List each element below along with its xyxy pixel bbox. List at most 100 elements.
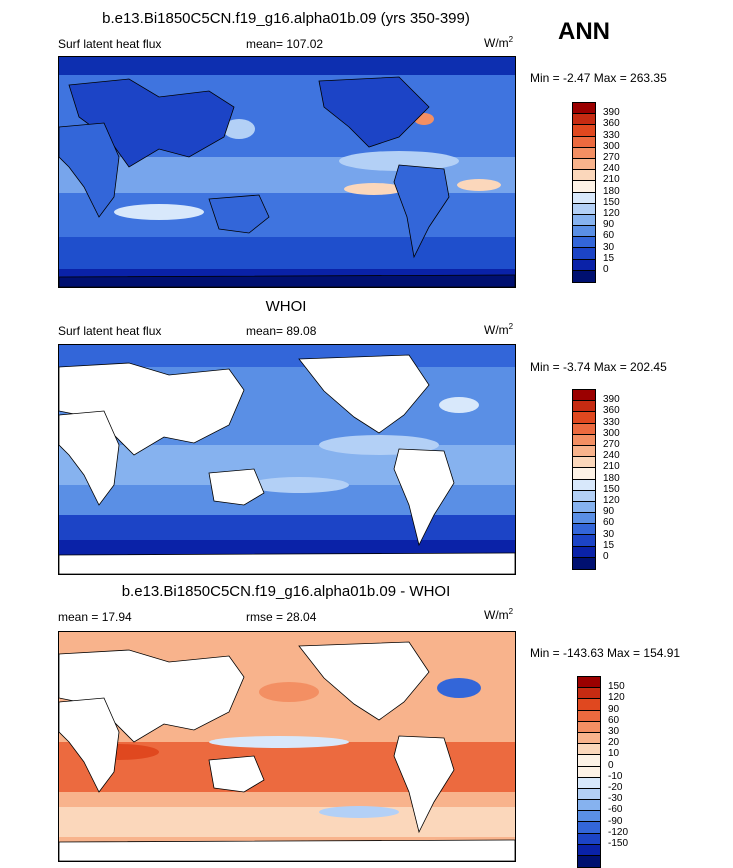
colorbar-box [573,524,595,536]
units-base: W/m [484,36,509,50]
colorbar-box [573,237,595,249]
colorbar-tick-label: 15 [603,252,615,264]
units-exponent: 2 [508,322,514,331]
colorbar-tick-label: 330 [603,416,620,428]
colorbar-tick-label: 0 [603,551,609,562]
colorbar-tick-label: 90 [608,703,620,715]
colorbar-box [573,479,595,491]
south-america-land [393,164,450,259]
australia-land [208,194,270,234]
colorbar-box [573,423,595,435]
colorbar-box [573,468,595,480]
colorbar-tick-label: 180 [603,472,620,484]
panel-2-map-svg [59,345,515,574]
panel-3-map [58,631,516,862]
colorbar-tick-label: 90 [603,219,615,231]
kuroshio-high [223,119,255,139]
colorbar-tick-label: 270 [603,152,620,163]
colorbar-box [573,390,595,402]
colorbar-tick-label: 240 [603,163,620,175]
south-pacific-high [249,477,349,493]
colorbar-box [573,513,595,525]
panel-1-variable-label: Surf latent heat flux [58,37,162,51]
panel-2-minmax: Min = -3.74 Max = 202.45 [530,360,667,374]
colorbar-tick-label: 300 [603,140,620,152]
colorbar-box [573,412,595,424]
panel-3-rmse-label: rmse = 28.04 [246,610,317,624]
colorbar-box [578,721,600,733]
colorbar-box [578,777,600,789]
north-america-land [318,76,430,148]
units-exponent: 2 [508,607,514,616]
north-pacific-positive [259,682,319,702]
colorbar-tick-label: 210 [603,174,620,186]
season-label: ANN [558,18,610,45]
colorbar-box [578,755,600,767]
colorbar-tick-label: 180 [603,185,620,197]
colorbar-box [578,699,600,711]
colorbar-tick-label: 10 [608,748,620,760]
panel-2-variable-label: Surf latent heat flux [58,324,162,338]
africa-land [59,410,120,506]
colorbar-box [573,535,595,547]
colorbar-tick-label: 240 [603,450,620,462]
gulf-stream-negative [437,678,481,698]
panel-3-units: W/m2 [484,607,513,622]
colorbar-tick-label: -60 [608,804,623,816]
panel-2-mean-label: mean= 89.08 [246,324,317,338]
panel-1-units: W/m2 [484,35,513,50]
colorbar-tick-label: 60 [603,517,615,529]
colorbar-tick-label: 60 [603,230,615,242]
colorbar-box [578,710,600,722]
colorbar-box [573,103,595,115]
colorbar-tick-label: -10 [608,770,623,782]
panel-1-colorbar [572,102,596,283]
colorbar-box [573,270,595,282]
units-exponent: 2 [508,35,514,44]
colorbar-box [578,822,600,834]
colorbar-box [578,744,600,756]
south-america-land [393,735,455,834]
colorbar-box [573,170,595,182]
colorbar-tick-label: 390 [603,394,620,406]
panel-1-mean-label: mean= 107.02 [246,37,324,51]
colorbar-tick-label: 300 [603,427,620,439]
colorbar-box [573,259,595,271]
colorbar-box [573,147,595,159]
panel-2-title: WHOI [265,298,307,315]
australia-land [208,468,265,506]
panel-2-units: W/m2 [484,322,513,337]
north-america-land [298,354,430,434]
colorbar-box [578,844,600,856]
colorbar-box [573,181,595,193]
colorbar-tick-label: -90 [608,815,623,827]
colorbar-box [578,788,600,801]
antarctica-land [59,274,515,287]
colorbar-tick-label: -150 [608,838,629,849]
panel-3-title: b.e13.Bi1850C5CN.f19_g16.alpha01b.09 - W… [121,583,451,600]
colorbar-box [578,800,600,812]
colorbar-box [573,136,595,148]
indian-ocean-high [114,204,204,220]
colorbar-tick-label: 90 [603,506,615,518]
colorbar-tick-label: 150 [603,196,620,208]
colorbar-box [573,158,595,171]
south-america-land [393,448,455,547]
panel-1-map-svg [59,57,515,287]
panel-3-colorbar [577,676,601,868]
colorbar-box [578,766,600,778]
colorbar-box [573,445,595,458]
antarctica-land [59,839,515,861]
colorbar-tick-label: 150 [603,483,620,495]
colorbar-tick-label: -20 [608,782,623,793]
colorbar-tick-label: 390 [603,107,620,119]
colorbar-box [573,226,595,238]
colorbar-box [573,114,595,126]
colorbar-box [573,125,595,137]
colorbar-tick-label: 30 [603,241,615,253]
southern-band [59,807,515,837]
panel-1-map [58,56,516,288]
deep-south-band [59,540,515,555]
colorbar-tick-label: 360 [603,118,620,130]
north-america-land [298,641,430,721]
